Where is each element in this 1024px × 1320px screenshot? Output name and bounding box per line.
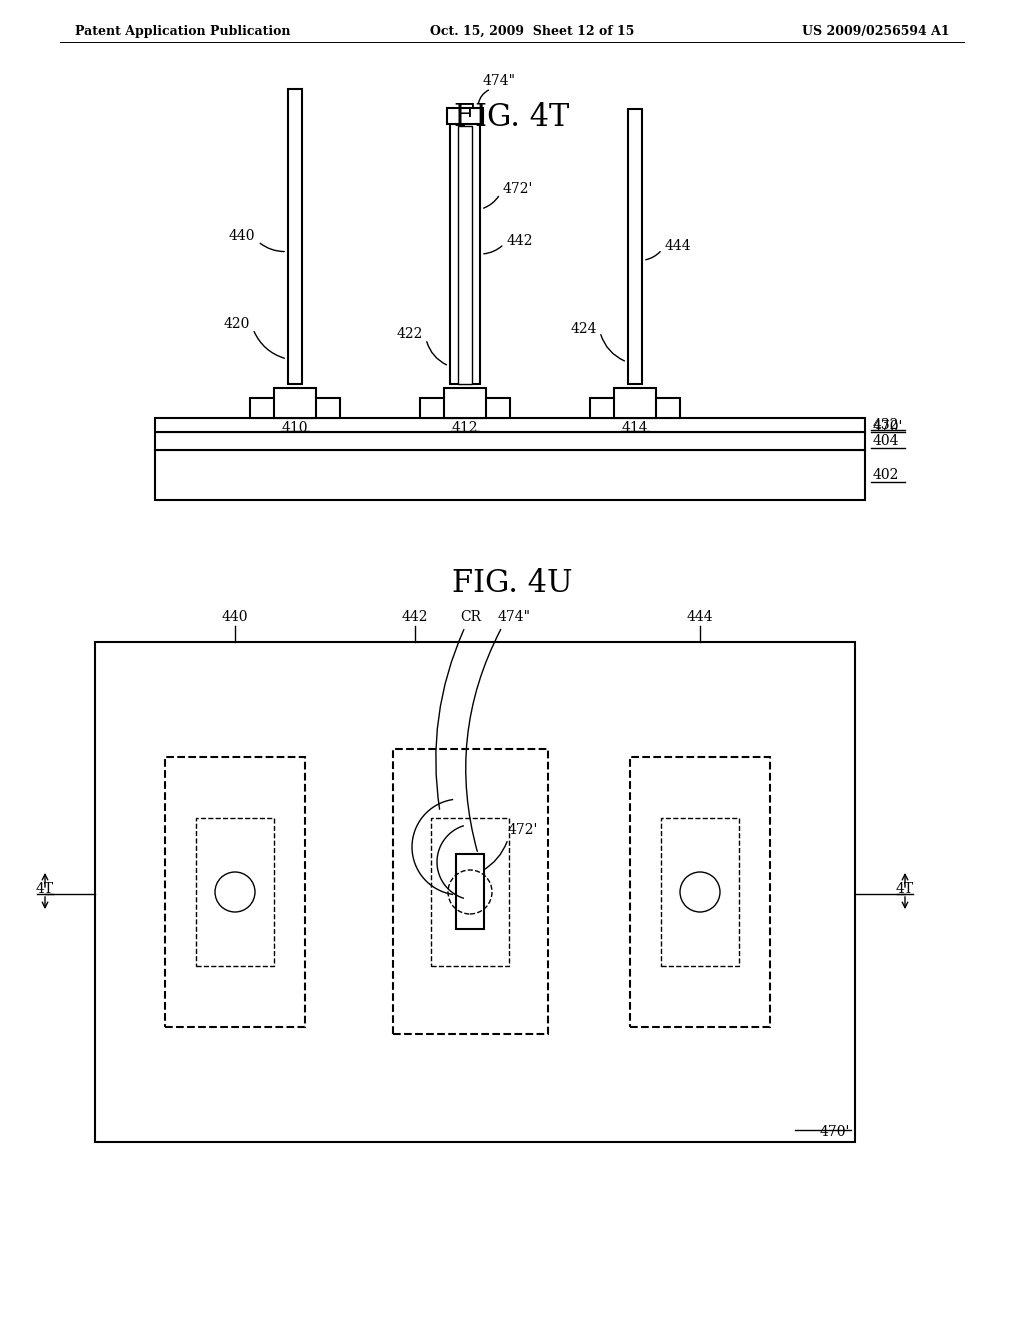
Text: 4T: 4T xyxy=(36,882,54,896)
Text: 4T: 4T xyxy=(896,882,914,896)
Text: 474": 474" xyxy=(483,74,516,88)
Bar xyxy=(630,756,770,1027)
Text: US 2009/0256594 A1: US 2009/0256594 A1 xyxy=(803,25,950,38)
Text: Patent Application Publication: Patent Application Publication xyxy=(75,25,291,38)
Text: 442: 442 xyxy=(401,610,428,624)
Text: 420: 420 xyxy=(223,317,250,331)
Text: 424: 424 xyxy=(570,322,597,337)
Text: 472': 472' xyxy=(503,182,534,195)
Bar xyxy=(456,854,484,929)
Bar xyxy=(155,418,865,432)
Text: 404: 404 xyxy=(873,434,899,447)
Bar xyxy=(250,399,340,418)
Bar xyxy=(450,124,480,384)
Bar xyxy=(590,399,680,418)
Text: Oct. 15, 2009  Sheet 12 of 15: Oct. 15, 2009 Sheet 12 of 15 xyxy=(430,25,635,38)
Text: 444: 444 xyxy=(687,610,714,624)
Bar xyxy=(165,756,305,1027)
Bar xyxy=(447,108,483,124)
Bar xyxy=(614,388,656,418)
Bar xyxy=(155,450,865,500)
Bar xyxy=(274,388,316,418)
Text: 410: 410 xyxy=(282,421,308,436)
Text: CR: CR xyxy=(460,610,481,624)
Text: 432: 432 xyxy=(873,418,899,432)
Text: 472': 472' xyxy=(508,822,539,837)
Bar xyxy=(444,388,486,418)
Bar xyxy=(662,818,739,966)
Text: 440: 440 xyxy=(222,610,248,624)
Text: 422: 422 xyxy=(396,327,423,341)
Bar xyxy=(420,399,510,418)
Text: 402: 402 xyxy=(873,469,899,482)
Text: 440: 440 xyxy=(228,230,255,243)
Bar xyxy=(628,110,642,384)
Text: 412: 412 xyxy=(452,421,478,436)
Bar xyxy=(196,818,274,966)
Text: 474": 474" xyxy=(498,610,531,624)
Bar xyxy=(458,125,472,384)
Text: 442: 442 xyxy=(507,234,534,248)
Text: 444: 444 xyxy=(665,239,691,253)
Bar xyxy=(431,818,509,966)
Bar xyxy=(95,642,855,1142)
Bar xyxy=(155,432,865,450)
Text: 470': 470' xyxy=(873,420,903,434)
Bar xyxy=(288,88,302,384)
Text: 414: 414 xyxy=(622,421,648,436)
Text: FIG. 4U: FIG. 4U xyxy=(452,568,572,599)
Bar xyxy=(393,748,548,1034)
Text: FIG. 4T: FIG. 4T xyxy=(455,102,569,133)
Text: 470': 470' xyxy=(819,1125,850,1139)
